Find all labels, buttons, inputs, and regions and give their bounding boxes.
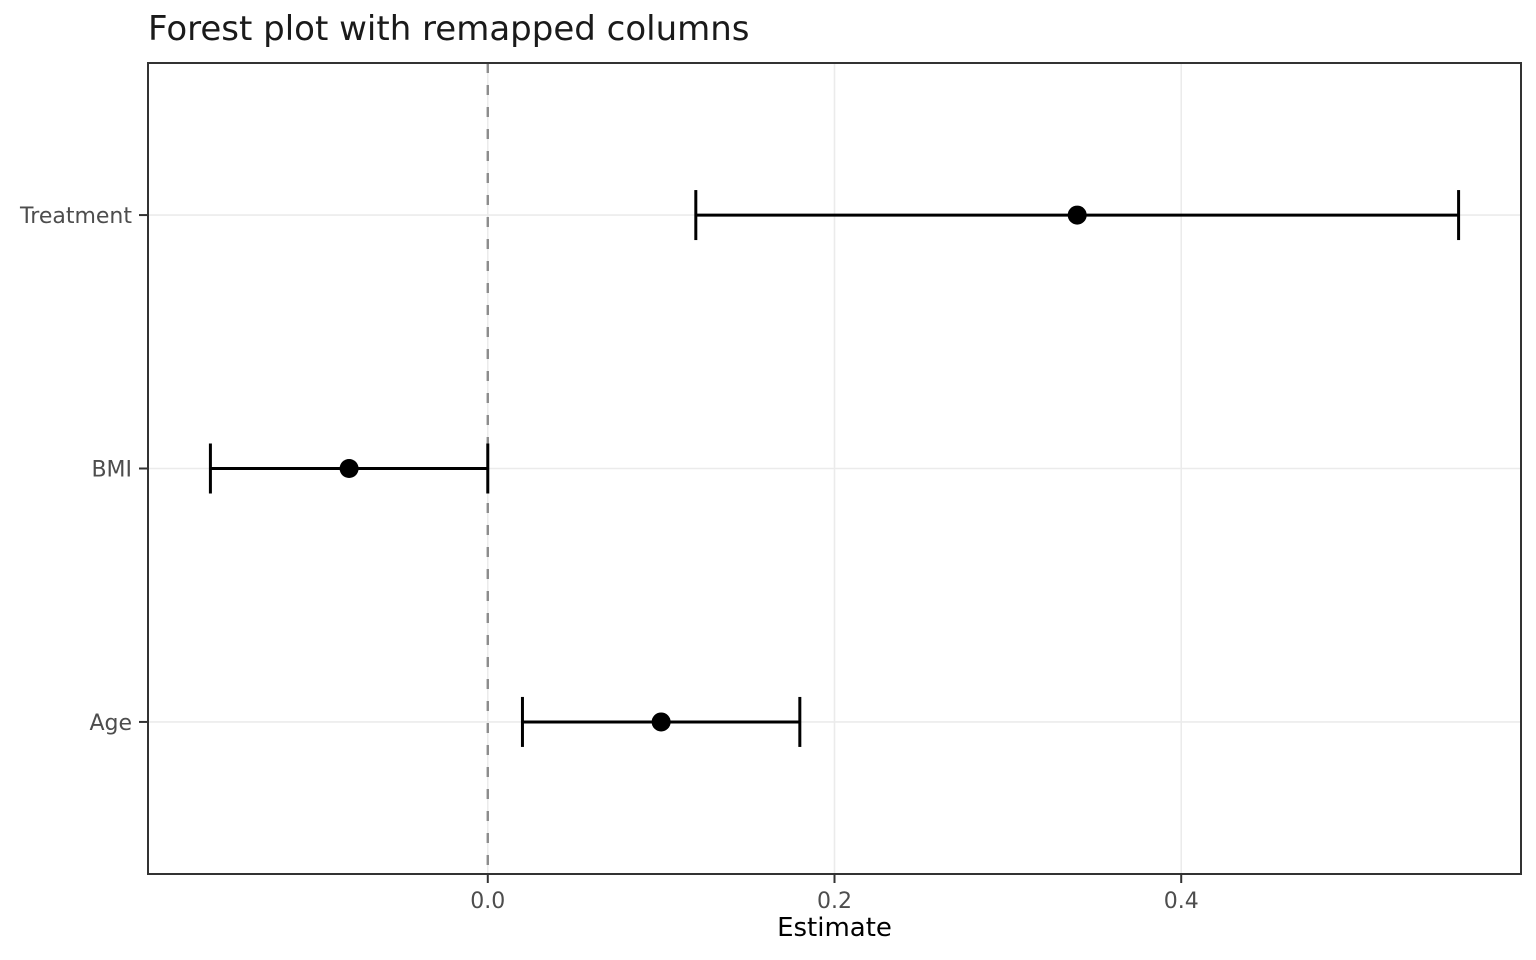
chart-title: Forest plot with remapped columns — [148, 9, 750, 49]
x-tick-label: 0.2 — [817, 889, 852, 914]
y-axis-category-label: BMI — [91, 458, 132, 483]
y-axis-category-label: Treatment — [19, 204, 132, 229]
point-estimate — [651, 712, 671, 732]
point-estimate — [339, 459, 359, 478]
point-estimate — [1067, 205, 1087, 225]
axis-tick-marks — [139, 214, 1183, 883]
y-axis-category-label: Age — [89, 711, 132, 736]
axis-tick-labels: 0.0 0.2 0.4 Treatment BMI Age — [19, 204, 1199, 914]
x-axis-title: Estimate — [777, 913, 892, 943]
x-tick-label: 0.4 — [1164, 889, 1199, 914]
x-tick-label: 0.0 — [470, 889, 505, 914]
estimate-series — [208, 190, 1461, 747]
